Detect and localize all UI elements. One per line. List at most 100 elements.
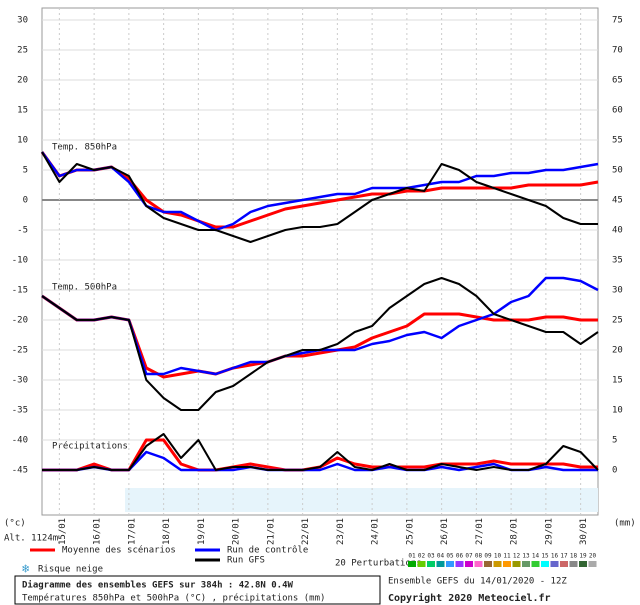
y-tick-label: -25 [12,346,28,356]
y-tick-label: -40 [12,436,28,446]
y-tick-label: -20 [12,316,28,326]
y2-tick-label: 15 [612,376,623,386]
y-tick-label: 5 [23,166,28,176]
x-tick-label: 18/01 [162,518,172,545]
panel-label: Temp. 850hPa [52,143,117,153]
snow-icon: ❄ [22,562,29,576]
x-tick-label: 21/01 [266,518,276,545]
y-tick-label: 30 [17,16,28,26]
footer-title: Diagramme des ensembles GEFS sur 384h : … [22,580,294,591]
y2-tick-label: 10 [612,406,623,416]
y-tick-label: -10 [12,256,28,266]
y2-tick-label: 25 [612,316,623,326]
y2-tick-label: 65 [612,76,623,86]
panel-label: Temp. 500hPa [52,283,117,293]
x-tick-label: 30/01 [579,518,589,545]
member-swatch [484,561,492,567]
y-tick-label: 0 [23,196,28,206]
member-swatch [408,561,416,567]
member-swatch [436,561,445,567]
member-label: 17 [560,553,568,560]
y-tick-label: -35 [12,406,28,416]
member-label: 12 [513,553,521,560]
member-swatch [522,561,530,567]
y-tick-label: -15 [12,286,28,296]
member-swatch [550,561,559,567]
member-label: 11 [503,553,511,560]
x-tick-label: 16/01 [93,518,103,545]
run-info: Ensemble GEFS du 14/01/2020 - 12Z [388,577,567,587]
plot-frame [41,7,599,516]
right-unit: (mm) [614,519,636,529]
member-swatch [512,561,521,567]
member-label: 04 [437,553,445,560]
snow-band [125,488,598,512]
member-label: 15 [541,553,549,560]
member-swatch [579,561,587,567]
x-tick-label: 17/01 [127,518,137,545]
copyright: Copyright 2020 Meteociel.fr [388,592,551,604]
member-label: 08 [475,553,483,560]
y-tick-label: 25 [17,46,28,56]
member-swatch [503,561,511,567]
y-tick-label: 15 [17,106,28,116]
x-tick-label: 27/01 [475,518,485,545]
series-line [40,151,599,232]
member-label: 10 [494,553,502,560]
legend-label: Moyenne des scénarios [62,545,176,556]
altitude: Alt. 1124m [4,534,58,544]
y2-tick-label: 0 [612,466,617,476]
y-tick-label: -45 [12,466,28,476]
snow-label: Risque neige [38,565,103,575]
series-line [41,277,599,411]
member-label: 03 [427,553,435,560]
member-swatch [588,561,597,567]
member-label: 02 [418,553,426,560]
left-unit: (°c) [4,519,26,529]
x-tick-label: 28/01 [510,518,520,545]
footer-box [14,575,381,605]
x-tick-label: 26/01 [440,518,450,545]
y-tick-label: -30 [12,376,28,386]
x-tick-label: 15/01 [58,518,68,545]
y2-tick-label: 45 [612,196,623,206]
member-label: 05 [446,553,454,560]
x-tick-label: 29/01 [544,518,554,545]
y2-tick-label: 5 [612,436,617,446]
y2-tick-label: 70 [612,46,623,56]
y-tick-label: -5 [17,226,28,236]
member-label: 14 [532,553,540,560]
member-swatch [427,561,435,567]
member-swatch [417,561,426,567]
y2-tick-label: 55 [612,136,623,146]
member-swatch [531,561,540,567]
member-swatch [560,561,568,567]
member-label: 06 [456,553,464,560]
panel-label: Précipitations [52,441,128,452]
y-tick-label: 10 [17,136,28,146]
y2-tick-label: 50 [612,166,623,176]
x-tick-label: 25/01 [405,518,415,545]
member-label: 07 [465,553,473,560]
member-swatch [493,561,502,567]
y2-tick-label: 75 [612,16,623,26]
legend-label: Run GFS [227,556,265,566]
x-tick-label: 24/01 [371,518,381,545]
member-label: 20 [589,553,597,560]
y2-tick-label: 30 [612,286,623,296]
legend-label: Run de contrôle [227,545,308,556]
x-tick-label: 22/01 [301,518,311,545]
y2-tick-label: 35 [612,256,623,266]
member-swatch [455,561,464,567]
member-swatch [541,561,549,567]
series-line [41,151,598,243]
x-tick-label: 20/01 [232,518,242,545]
footer-subtitle: Températures 850hPa et 500hPa (°C) , pré… [22,593,325,604]
series-line [42,433,599,471]
y-tick-label: 20 [17,76,28,86]
y2-tick-label: 40 [612,226,623,236]
member-label: 01 [408,553,416,560]
member-label: 09 [484,553,492,560]
